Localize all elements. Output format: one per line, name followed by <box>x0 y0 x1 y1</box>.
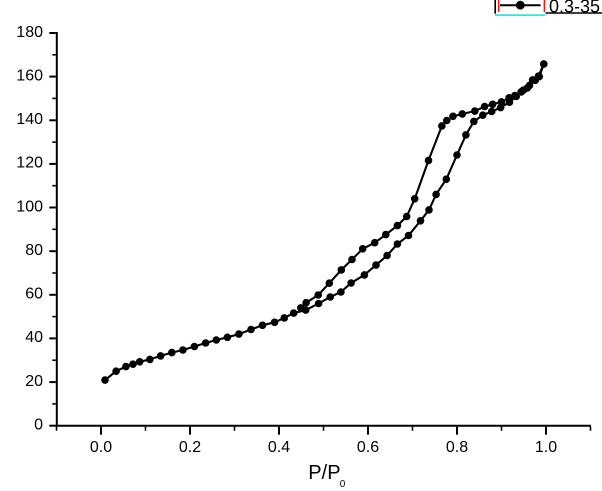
svg-text:0.4: 0.4 <box>268 439 290 456</box>
svg-text:P/P: P/P <box>308 462 340 484</box>
svg-text:1.0: 1.0 <box>535 439 557 456</box>
svg-text:180: 180 <box>16 24 43 41</box>
svg-text:40: 40 <box>25 329 43 346</box>
svg-text:0.8: 0.8 <box>446 439 468 456</box>
svg-text:0: 0 <box>34 417 43 434</box>
svg-text:80: 80 <box>25 242 43 259</box>
svg-text:20: 20 <box>25 373 43 390</box>
svg-text:100: 100 <box>16 198 43 215</box>
svg-text:0: 0 <box>340 479 346 490</box>
svg-text:120: 120 <box>16 155 43 172</box>
svg-text:160: 160 <box>16 67 43 84</box>
svg-text:0.3-35: 0.3-35 <box>549 0 600 16</box>
svg-text:60: 60 <box>25 286 43 303</box>
svg-text:0.6: 0.6 <box>357 439 379 456</box>
svg-text:140: 140 <box>16 111 43 128</box>
svg-text:0.0: 0.0 <box>90 439 112 456</box>
svg-text:0.2: 0.2 <box>179 439 201 456</box>
